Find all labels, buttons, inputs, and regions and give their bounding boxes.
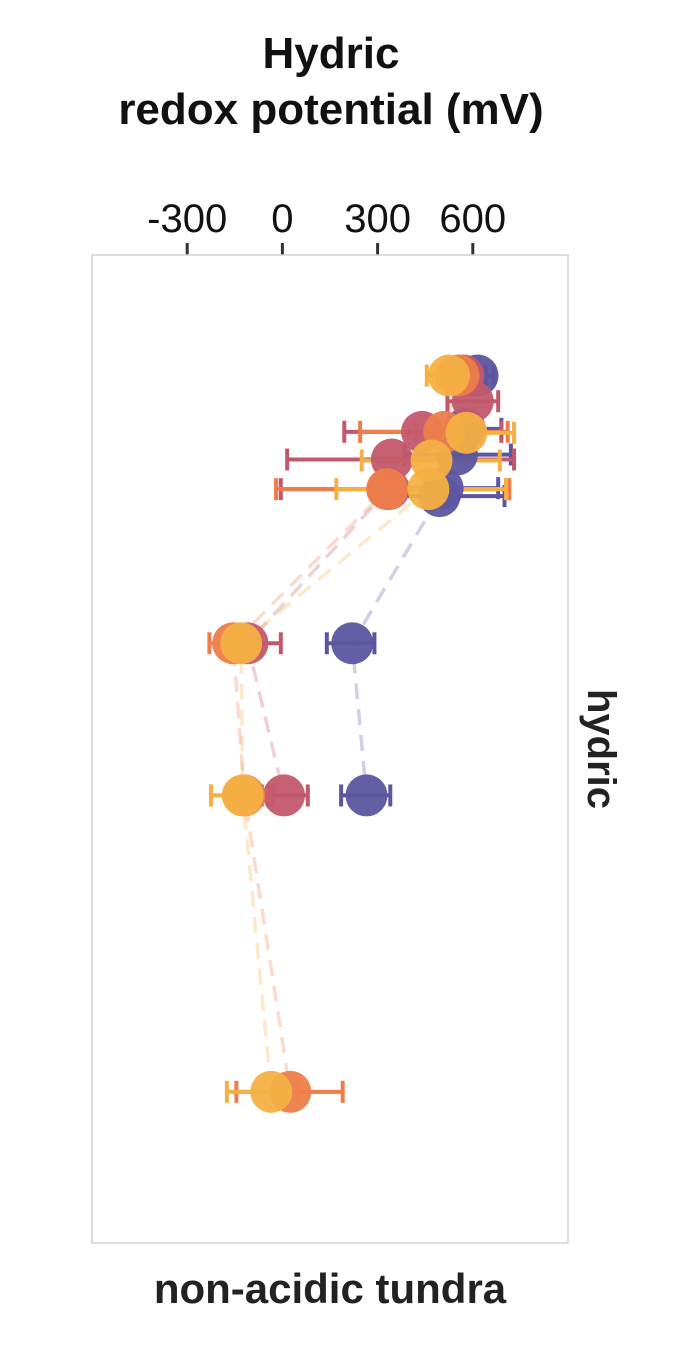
data-point-yellow — [250, 1070, 293, 1113]
data-point-purple — [331, 622, 374, 665]
data-point-orange — [366, 468, 409, 511]
data-point-rose — [262, 774, 305, 817]
x-axis-label: non-acidic tundra — [154, 1265, 507, 1312]
x-tick-label: 600 — [439, 197, 506, 241]
data-point-yellow — [220, 622, 263, 665]
chart-title-line-2: redox potential (mV) — [118, 85, 543, 134]
data-point-yellow — [407, 468, 450, 511]
plot-panel — [91, 254, 569, 1244]
facet-label: hydric — [579, 689, 623, 809]
x-tick-label: 0 — [271, 197, 293, 241]
chart-title-line-1: Hydric — [263, 29, 400, 78]
data-points — [212, 354, 499, 1113]
data-point-yellow — [221, 774, 264, 817]
x-tick-label: 300 — [344, 197, 411, 241]
series-line-orange — [231, 375, 461, 1093]
data-point-yellow — [428, 354, 470, 397]
x-tick-label: -300 — [147, 197, 227, 241]
data-point-purple — [345, 774, 388, 817]
x-axis: -300 0 300 600 — [147, 197, 506, 255]
data-point-yellow — [445, 411, 488, 454]
